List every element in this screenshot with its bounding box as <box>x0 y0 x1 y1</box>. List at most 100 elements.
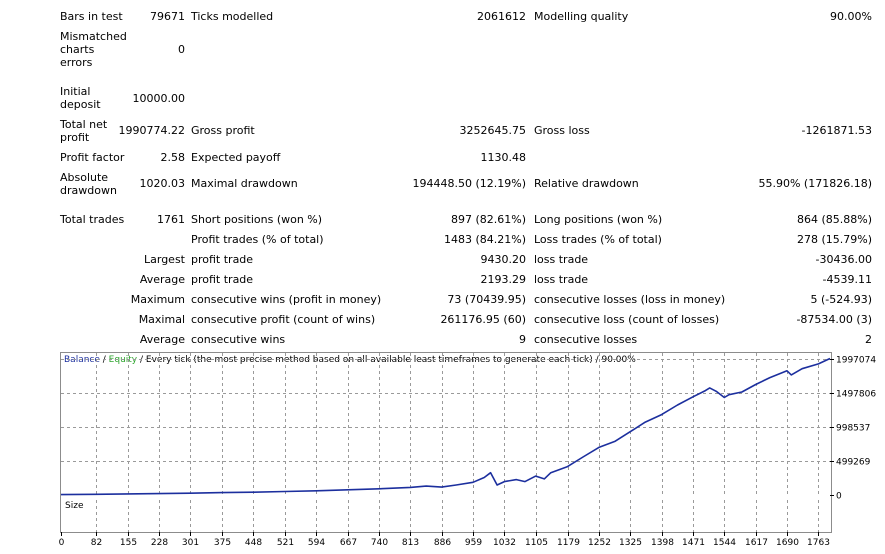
total-trades-label: Total trades <box>60 213 125 226</box>
x-tick-label: 667 <box>340 538 357 548</box>
row-maximal: Maximal consecutive profit (count of win… <box>0 313 885 327</box>
loss-trades-value: 278 (15.79%) <box>796 233 872 246</box>
expected-payoff-value: 1130.48 <box>480 151 527 164</box>
average-consecutive-wins-value: 9 <box>519 333 526 346</box>
maximum-loss-value: 5 (-524.93) <box>810 293 872 306</box>
maximum-loss-label: consecutive losses (loss in money) <box>534 293 726 306</box>
average-label: Average <box>139 273 185 286</box>
largest-label: Largest <box>144 253 185 266</box>
total-net-profit-label: Total net profit <box>60 118 108 144</box>
largest-profit-value: 9430.20 <box>480 253 527 266</box>
size-label: Size <box>65 501 84 511</box>
x-tick-label: 1252 <box>588 538 611 548</box>
row-total-net-profit: Total net profit 1990774.22 Gross profit… <box>0 118 885 146</box>
maximum-profit-label: consecutive wins (profit in money) <box>191 293 382 306</box>
y-tick-label: 0 <box>836 492 842 502</box>
average-consecutive-losses-value: 2 <box>865 333 872 346</box>
total-net-profit-value: 1990774.22 <box>118 124 185 137</box>
y-tick-label: 499269 <box>836 458 871 468</box>
x-tick-label: 886 <box>434 538 451 548</box>
relative-drawdown-label: Relative drawdown <box>534 177 639 190</box>
profit-trades-value: 1483 (84.21%) <box>443 233 526 246</box>
bars-in-test-label: Bars in test <box>60 10 123 23</box>
row-average: Average profit trade 2193.29 loss trade … <box>0 273 885 287</box>
x-tick-label: 1544 <box>713 538 736 548</box>
maximal-profit-value: 261176.95 (60) <box>440 313 526 326</box>
average-consecutive-label: Average <box>139 333 185 346</box>
x-tick-label: 1032 <box>493 538 516 548</box>
average-loss-label: loss trade <box>534 273 589 286</box>
row-bars-in-test: Bars in test 79671 Ticks modelled 206161… <box>0 10 885 24</box>
x-tick-label: 594 <box>308 538 325 548</box>
row-largest: Largest profit trade 9430.20 loss trade … <box>0 253 885 267</box>
x-tick-label: 228 <box>151 538 168 548</box>
x-tick-label: 1471 <box>682 538 705 548</box>
absolute-drawdown-label: Absolute drawdown <box>60 171 117 197</box>
maximal-loss-label: consecutive loss (count of losses) <box>534 313 720 326</box>
modelling-quality-value: 90.00% <box>830 10 872 23</box>
x-tick-label: 1763 <box>807 538 830 548</box>
balance-chart: Balance / Equity / Every tick (the most … <box>60 352 832 500</box>
mismatched-label: Mismatched charts errors <box>60 30 127 69</box>
total-trades-value: 1761 <box>157 213 185 226</box>
x-tick-label: 1179 <box>557 538 580 548</box>
expected-payoff-label: Expected payoff <box>191 151 281 164</box>
x-tick-label: 1398 <box>651 538 674 548</box>
gross-profit-value: 3252645.75 <box>459 124 526 137</box>
y-tick-label: 1997074 <box>836 356 876 366</box>
average-loss-value: -4539.11 <box>822 273 872 286</box>
row-total-trades: Total trades 1761 Short positions (won %… <box>0 213 885 227</box>
average-profit-value: 2193.29 <box>480 273 527 286</box>
row-maximum: Maximum consecutive wins (profit in mone… <box>0 293 885 307</box>
x-tick-label: 1105 <box>525 538 548 548</box>
x-tick-label: 155 <box>120 538 137 548</box>
maximal-drawdown-label: Maximal drawdown <box>191 177 298 190</box>
profit-factor-label: Profit factor <box>60 151 125 164</box>
absolute-drawdown-value: 1020.03 <box>139 177 186 190</box>
x-tick-label: 0 <box>59 538 65 548</box>
average-profit-label: profit trade <box>191 273 254 286</box>
gross-loss-value: -1261871.53 <box>801 124 872 137</box>
long-positions-value: 864 (85.88%) <box>796 213 872 226</box>
row-profit-factor: Profit factor 2.58 Expected payoff 1130.… <box>0 151 885 165</box>
x-tick-label: 959 <box>465 538 482 548</box>
x-tick-label: 740 <box>371 538 388 548</box>
average-consecutive-wins-label: consecutive wins <box>191 333 286 346</box>
y-tick-label: 1497806 <box>836 390 876 400</box>
x-tick-label: 1690 <box>776 538 799 548</box>
maximal-loss-value: -87534.00 (3) <box>796 313 872 326</box>
relative-drawdown-value: 55.90% (171826.18) <box>758 177 872 190</box>
row-average-consecutive: Average consecutive wins 9 consecutive l… <box>0 333 885 347</box>
largest-loss-value: -30436.00 <box>815 253 872 266</box>
profit-factor-value: 2.58 <box>160 151 186 164</box>
bars-in-test-value: 79671 <box>150 10 185 23</box>
largest-loss-label: loss trade <box>534 253 589 266</box>
x-tick-label: 521 <box>277 538 294 548</box>
maximal-profit-label: consecutive profit (count of wins) <box>191 313 376 326</box>
size-panel: Size <box>60 499 832 533</box>
x-tick-label: 1617 <box>745 538 768 548</box>
x-tick-label: 82 <box>91 538 102 548</box>
y-tick-label: 998537 <box>836 424 870 434</box>
x-tick-label: 301 <box>182 538 199 548</box>
gross-profit-label: Gross profit <box>191 124 255 137</box>
gross-loss-label: Gross loss <box>534 124 590 137</box>
x-tick-label: 813 <box>402 538 419 548</box>
profit-trades-label: Profit trades (% of total) <box>191 233 324 246</box>
maximal-drawdown-value: 194448.50 (12.19%) <box>412 177 526 190</box>
row-profit-trades: Profit trades (% of total) 1483 (84.21%)… <box>0 233 885 247</box>
average-consecutive-losses-label: consecutive losses <box>534 333 638 346</box>
loss-trades-label: Loss trades (% of total) <box>534 233 662 246</box>
ticks-modelled-value: 2061612 <box>477 10 526 23</box>
row-initial-deposit: Initial deposit 10000.00 <box>0 85 885 113</box>
x-tick-label: 448 <box>245 538 262 548</box>
long-positions-label: Long positions (won %) <box>534 213 663 226</box>
row-mismatched: Mismatched charts errors 0 <box>0 30 885 70</box>
short-positions-value: 897 (82.61%) <box>450 213 526 226</box>
maximal-label: Maximal <box>138 313 185 326</box>
x-tick-label: 375 <box>214 538 231 548</box>
modelling-quality-label: Modelling quality <box>534 10 629 23</box>
balance-line <box>60 357 831 496</box>
initial-deposit-label: Initial deposit <box>60 85 101 111</box>
